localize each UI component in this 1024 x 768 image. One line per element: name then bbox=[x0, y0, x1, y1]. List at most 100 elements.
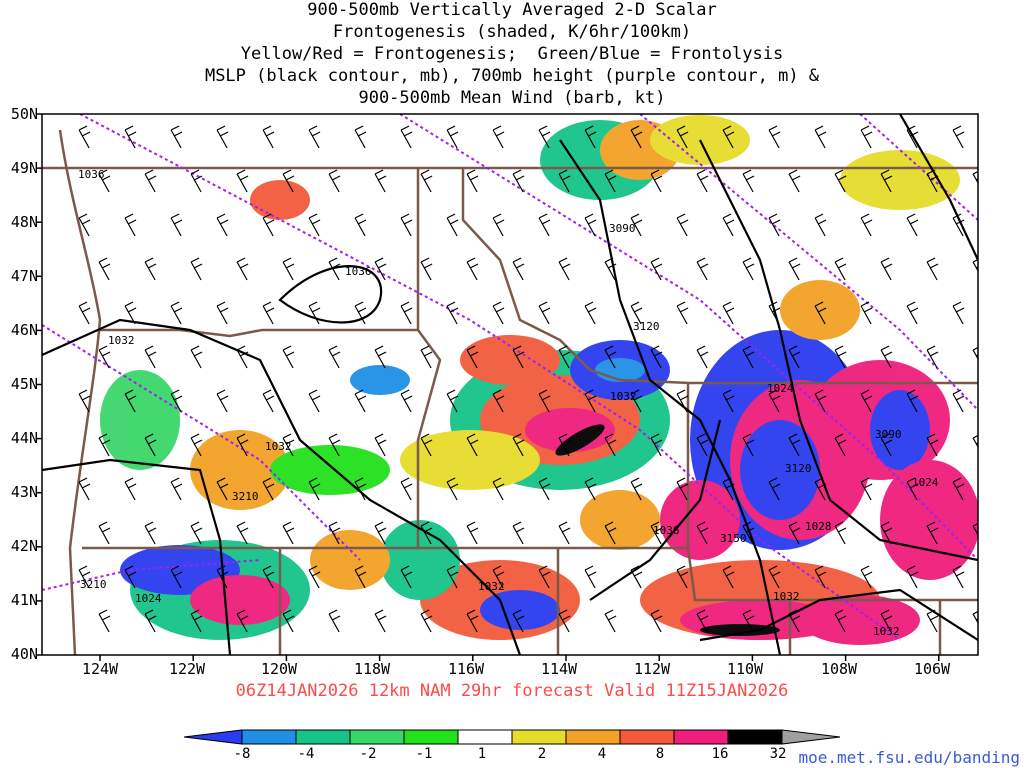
wind-barb bbox=[492, 389, 505, 413]
wind-barb bbox=[492, 301, 505, 325]
colorbar-label: 32 bbox=[769, 746, 787, 762]
credit-url[interactable]: moe.met.fsu.edu/banding bbox=[798, 748, 1020, 767]
wind-barb bbox=[788, 169, 801, 193]
wind-barb bbox=[354, 301, 367, 325]
wind-barb bbox=[98, 521, 111, 545]
height-label: 3150 bbox=[720, 532, 747, 545]
wind-barb bbox=[722, 565, 735, 589]
wind-barb bbox=[190, 609, 203, 633]
wind-barbs bbox=[78, 125, 978, 633]
wind-barb bbox=[696, 169, 709, 193]
wind-barb bbox=[420, 521, 433, 545]
wind-barb bbox=[952, 565, 965, 589]
height-label: 3120 bbox=[785, 462, 812, 475]
wind-barb bbox=[262, 477, 275, 501]
wind-barb bbox=[374, 169, 387, 193]
wind-barb bbox=[144, 609, 157, 633]
title-line-5: 900-500mb Mean Wind (barb, kt) bbox=[358, 88, 666, 108]
wind-barb bbox=[696, 345, 709, 369]
title-line-3: Yellow/Red = Frontogenesis; Green/Blue =… bbox=[240, 44, 784, 64]
wind-barb bbox=[236, 257, 249, 281]
wind-barb bbox=[722, 213, 735, 237]
wind-barb bbox=[354, 565, 367, 589]
wind-barb bbox=[952, 477, 965, 501]
colorbar-arrow-left bbox=[183, 729, 243, 745]
wind-barb bbox=[926, 345, 939, 369]
wind-barb bbox=[236, 345, 249, 369]
lat-label: 48N bbox=[10, 213, 38, 231]
wind-barb bbox=[880, 169, 893, 193]
wind-barb bbox=[354, 477, 367, 501]
wind-barb bbox=[492, 477, 505, 501]
wind-barb bbox=[880, 609, 893, 633]
wind-barb bbox=[834, 345, 847, 369]
colorbar-segment bbox=[619, 729, 675, 745]
colorbar-arrow-right bbox=[781, 729, 841, 745]
wind-barb bbox=[696, 609, 709, 633]
lon-label: 118W bbox=[353, 660, 391, 678]
wind-barb bbox=[926, 169, 939, 193]
wind-barb bbox=[98, 433, 111, 457]
wind-barb bbox=[512, 345, 525, 369]
wind-barb bbox=[860, 301, 873, 325]
wind-barb bbox=[696, 433, 709, 457]
wind-barb bbox=[492, 565, 505, 589]
wind-barb bbox=[216, 125, 229, 149]
height-label: 3210 bbox=[80, 578, 107, 591]
wind-barb bbox=[144, 169, 157, 193]
wind-barb bbox=[170, 389, 183, 413]
colorbar-segment bbox=[727, 729, 783, 745]
wind-barb bbox=[788, 433, 801, 457]
wind-barb bbox=[190, 433, 203, 457]
wind-barb bbox=[354, 389, 367, 413]
title-line-1: 900-500mb Vertically Averaged 2-D Scalar bbox=[307, 0, 717, 20]
lon-label: 112W bbox=[633, 660, 671, 678]
wind-barb bbox=[190, 169, 203, 193]
wind-barb bbox=[880, 345, 893, 369]
wind-barb bbox=[788, 609, 801, 633]
wind-barb bbox=[190, 345, 203, 369]
wind-barb bbox=[328, 521, 341, 545]
wind-barb bbox=[584, 213, 597, 237]
wind-barb bbox=[400, 213, 413, 237]
mslp-label: 1032 bbox=[108, 334, 135, 347]
wind-barb bbox=[768, 389, 781, 413]
wind-barb bbox=[630, 213, 643, 237]
wind-barb bbox=[558, 169, 571, 193]
map-plot-area bbox=[42, 114, 978, 655]
wind-barb bbox=[282, 609, 295, 633]
wind-barb bbox=[78, 213, 91, 237]
wind-barb bbox=[492, 125, 505, 149]
wind-barb bbox=[742, 169, 755, 193]
colorbar-label: -1 bbox=[415, 746, 433, 762]
wind-barb bbox=[584, 389, 597, 413]
height-contours bbox=[42, 114, 978, 641]
wind-barb bbox=[880, 257, 893, 281]
axis-ticks bbox=[36, 113, 940, 661]
mslp-contours bbox=[42, 114, 978, 655]
mslp-label: 1024 bbox=[912, 476, 939, 489]
wind-barb bbox=[216, 565, 229, 589]
wind-barb bbox=[604, 609, 617, 633]
wind-barb bbox=[236, 433, 249, 457]
wind-barb bbox=[834, 257, 847, 281]
wind-barb bbox=[466, 433, 479, 457]
wind-barb bbox=[170, 213, 183, 237]
wind-barb bbox=[926, 433, 939, 457]
wind-barb bbox=[676, 125, 689, 149]
lon-label: 122W bbox=[168, 660, 206, 678]
wind-barb bbox=[584, 301, 597, 325]
wind-barb bbox=[906, 125, 919, 149]
wind-barb bbox=[742, 521, 755, 545]
wind-barb bbox=[400, 125, 413, 149]
wind-barb bbox=[78, 477, 91, 501]
wind-barb bbox=[650, 345, 663, 369]
lat-label: 45N bbox=[10, 375, 38, 393]
wind-barb bbox=[170, 565, 183, 589]
height-label: 3210 bbox=[232, 490, 259, 503]
colorbar-label: -8 bbox=[233, 746, 251, 762]
wind-barb bbox=[374, 609, 387, 633]
colorbar-label: 2 bbox=[537, 746, 547, 762]
wind-barb bbox=[328, 609, 341, 633]
wind-barb bbox=[374, 521, 387, 545]
